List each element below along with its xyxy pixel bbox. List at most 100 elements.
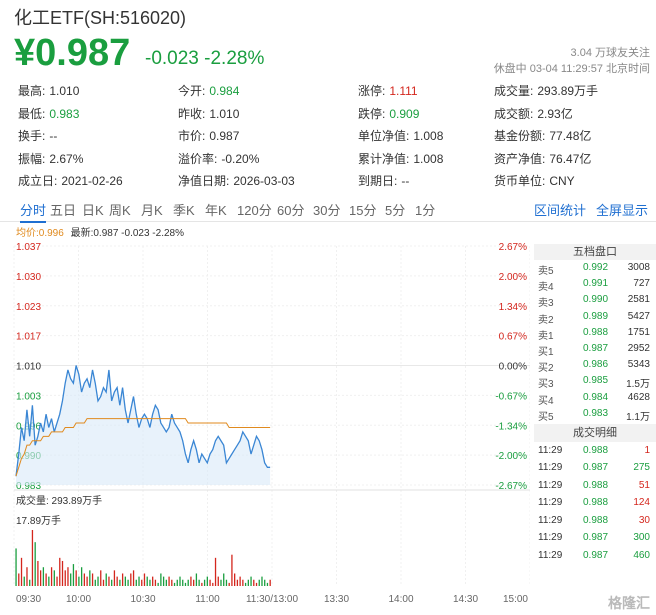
volume-bar — [190, 576, 192, 586]
stat-label: 单位净值: — [358, 129, 410, 143]
current-price: ¥0.987 — [14, 32, 131, 74]
trade-row: 11:29 0.988 30 — [534, 512, 656, 530]
trade-volume: 51 — [638, 479, 650, 491]
order-book-row: 买5 0.983 1.1万 — [534, 406, 656, 423]
volume-bar — [266, 582, 269, 586]
volume-bar — [119, 579, 121, 586]
stat-cell: 振幅: 2.67% — [18, 150, 83, 167]
volume-bar — [231, 554, 233, 586]
stat-label: 到期日: — [358, 174, 398, 188]
volume-bar — [182, 579, 184, 586]
volume-bar — [86, 576, 88, 586]
volume-bar — [89, 570, 91, 586]
x-tick-label: 13:30 — [324, 594, 349, 605]
x-tick-label: 11:30/13:00 — [246, 594, 299, 605]
trade-time: 11:29 — [538, 497, 563, 509]
tab-11[interactable]: 5分 — [385, 203, 406, 218]
volume-bar — [132, 570, 135, 586]
intraday-chart-svg[interactable]: 1.037 2.67% 1.030 2.00% 1.023 1.34% 1.017 0.67%… — [0, 238, 530, 615]
volume-bar — [64, 570, 66, 586]
volume-bar — [80, 567, 83, 586]
tab-7[interactable]: 120分 — [237, 203, 272, 218]
fullscreen-button[interactable]: 全屏显示 — [596, 203, 649, 218]
stat-value: 1.008 — [413, 129, 444, 143]
volume-bar — [152, 576, 154, 586]
volume-bar — [97, 576, 99, 586]
follower-count[interactable]: 3.04 万球友关注 — [570, 47, 650, 59]
tab-12[interactable]: 1分 — [415, 203, 436, 218]
order-book-row: 买3 0.985 1.5万 — [534, 373, 656, 391]
stat-cell: 成立日: 2021-02-26 — [18, 172, 123, 189]
order-price: 0.990 — [583, 294, 609, 306]
volume-bar — [269, 579, 271, 586]
tab-6[interactable]: 年K — [205, 203, 227, 218]
stat-cell: 净值日期: 2026-03-03 — [178, 172, 295, 189]
order-level-label: 卖5 — [538, 266, 554, 277]
y-tick-label-left: 1.003 — [16, 391, 41, 402]
volume-bar — [102, 579, 105, 586]
y-tick-label-right: 2.67% — [499, 242, 527, 253]
order-level-label: 卖3 — [538, 298, 554, 310]
tab-4[interactable]: 月K — [141, 203, 163, 218]
intraday-chart[interactable]: 1.037 2.67% 1.030 2.00% 1.023 1.34% 1.017 0.67%… — [0, 238, 530, 615]
stat-label: 昨收: — [178, 106, 206, 121]
volume-bar — [121, 573, 124, 586]
volume-bar — [18, 573, 20, 586]
order-level-label: 买3 — [538, 379, 554, 391]
volume-bar — [39, 570, 42, 586]
tab-1[interactable]: 五日 — [50, 203, 77, 218]
trade-volume: 124 — [633, 497, 650, 509]
order-book-row: 买2 0.986 5343 — [534, 357, 656, 374]
y-tick-label-right: -2.67% — [495, 481, 527, 492]
volume-bar — [59, 557, 61, 586]
stat-value: CNY — [549, 174, 575, 188]
volume-bar — [184, 582, 187, 586]
volume-bar — [198, 579, 200, 586]
volume-bar — [236, 579, 239, 586]
trade-row: 11:29 0.987 300 — [534, 529, 656, 547]
volume-bar — [214, 557, 217, 586]
volume-bar — [242, 579, 244, 586]
stat-label: 溢价率: — [178, 151, 218, 166]
period-tabs: 分时 五日 日K 周K 月K 季K 年K 120分 60分 30分 15分 5分 1分 区间统计 全屏显示 — [0, 196, 656, 223]
stat-label: 成交额: — [494, 106, 534, 121]
tab-9[interactable]: 30分 — [313, 203, 341, 218]
x-tick-label: 09:30 — [16, 594, 41, 605]
stat-value: 0.983 — [49, 106, 80, 121]
stat-label: 最低: — [18, 106, 46, 121]
stat-label: 净值日期: — [178, 174, 230, 188]
volume-bar — [264, 579, 266, 586]
volume-bar — [157, 582, 159, 586]
order-book-row: 买1 0.987 2952 — [534, 341, 656, 358]
y-tick-label-right: 0.67% — [499, 332, 527, 343]
volume-bar — [31, 530, 34, 586]
volume-bar — [56, 576, 58, 586]
price-change: -0.023 -2.28% — [145, 48, 265, 69]
stat-value: 0.909 — [389, 106, 420, 121]
volume-bar — [105, 573, 107, 586]
tab-0[interactable]: 分时 — [20, 200, 47, 223]
trade-time: 11:29 — [538, 444, 563, 456]
order-level-label: 买1 — [538, 346, 554, 358]
volume-bar — [217, 576, 219, 586]
order-volume: 1751 — [627, 326, 650, 338]
stat-cell: 昨收: 1.010 — [178, 105, 239, 122]
avg-price-line — [15, 418, 271, 477]
trade-time: 11:29 — [538, 462, 563, 474]
tab-10[interactable]: 15分 — [349, 203, 377, 218]
range-stats-button[interactable]: 区间统计 — [534, 203, 587, 218]
order-price: 0.984 — [583, 391, 609, 403]
order-book-panel: 五档盘口 卖5 0.992 3008 卖4 0.991 727 卖3 0.990 2581 卖2 0… — [534, 244, 656, 564]
order-price: 0.989 — [583, 310, 609, 322]
stat-value: -0.20% — [221, 151, 260, 166]
tab-3[interactable]: 周K — [109, 203, 131, 218]
tab-2[interactable]: 日K — [82, 203, 104, 218]
tab-5[interactable]: 季K — [173, 203, 195, 218]
volume-bar — [149, 579, 151, 586]
stat-cell: 累计净值: 1.008 — [358, 150, 443, 167]
y-tick-label-right: 1.34% — [499, 302, 527, 313]
volume-bar — [220, 579, 222, 586]
tab-8[interactable]: 60分 — [277, 203, 305, 218]
order-volume: 727 — [633, 278, 650, 290]
stat-value: 1.010 — [49, 84, 80, 98]
